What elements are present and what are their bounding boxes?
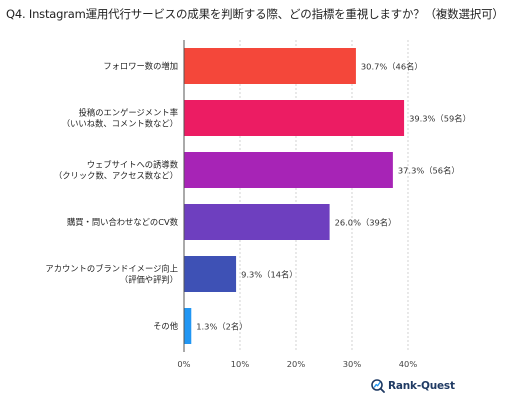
- bar: [184, 152, 393, 188]
- chart-title: Q4. Instagram運用代行サービスの成果を判断する際、どの指標を重視しま…: [6, 7, 504, 21]
- bar: [184, 100, 405, 136]
- data-label: 9.3%（14名）: [241, 270, 298, 280]
- category-label: 購買・問い合わせなどのCV数: [67, 217, 179, 227]
- rank-quest-logo-icon: [371, 379, 385, 393]
- data-label: 1.3%（2名）: [196, 322, 247, 332]
- category-label: ウェブサイトへの誘導数: [87, 160, 179, 170]
- brand-logo: Rank-Quest: [371, 379, 455, 393]
- data-label: 26.0%（39名）: [335, 218, 397, 228]
- bar: [184, 204, 330, 240]
- category-label: （評価や評判）: [120, 275, 178, 285]
- bar: [184, 256, 237, 292]
- x-tick-label: 10%: [231, 359, 250, 369]
- category-label: （いいね数、コメント数など）: [62, 119, 178, 129]
- category-label: フォロワー数の増加: [103, 61, 178, 71]
- x-tick-label: 30%: [343, 359, 362, 369]
- category-label: （クリック数、アクセス数など）: [54, 171, 178, 181]
- x-tick-label: 20%: [287, 359, 306, 369]
- category-label: その他: [153, 321, 178, 331]
- logo-text: Rank-Quest: [388, 380, 455, 392]
- data-label: 37.3%（56名）: [398, 166, 460, 176]
- bar: [184, 48, 356, 84]
- x-tick-label: 0%: [177, 359, 190, 369]
- category-label: アカウントのブランドイメージ向上: [45, 264, 178, 274]
- x-tick-label: 40%: [399, 359, 418, 369]
- data-label: 30.7%（46名）: [361, 62, 423, 72]
- category-label: 投稿のエンゲージメント率: [79, 108, 178, 118]
- data-label: 39.3%（59名）: [409, 114, 471, 124]
- bar: [184, 308, 192, 344]
